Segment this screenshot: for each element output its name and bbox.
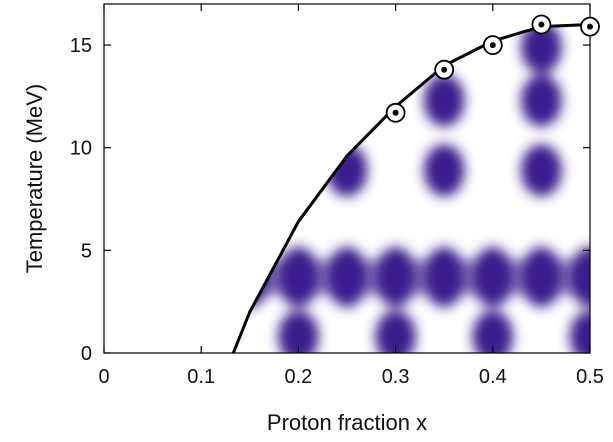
- phase-blob: [233, 247, 271, 307]
- x-tick-label: 0.1: [187, 366, 215, 388]
- data-point: [385, 102, 406, 123]
- data-point-dot: [587, 23, 593, 30]
- phase-blob: [521, 24, 562, 74]
- phase-band: [233, 259, 591, 296]
- y-tick-label: 5: [81, 240, 92, 262]
- data-point-dot: [538, 21, 545, 28]
- phase-blobs: [233, 24, 591, 353]
- phase-blob: [423, 74, 465, 127]
- data-point: [580, 16, 600, 37]
- x-tick-label: 0.4: [479, 366, 507, 388]
- data-point-dot: [441, 66, 448, 73]
- x-axis-label: Proton fraction x: [267, 410, 427, 435]
- data-point: [482, 35, 503, 55]
- x-tick-label: 0.5: [576, 366, 604, 388]
- y-tick-label: 15: [70, 35, 92, 57]
- phase-blob: [423, 144, 465, 197]
- y-axis-label: Temperature (MeV): [22, 84, 47, 274]
- data-point-dot: [489, 42, 496, 49]
- phase-blob: [521, 144, 562, 197]
- x-tick-label: 0: [98, 366, 109, 388]
- data-point: [531, 14, 552, 35]
- y-tick-label: 10: [70, 138, 92, 160]
- x-tick-label: 0.3: [382, 366, 410, 388]
- phase-blob: [375, 310, 417, 353]
- x-tick-label: 0.2: [284, 366, 312, 388]
- axis-ticks-group: 0 0.1 0.2 0.3 0.4 0.5 0 5 10 15: [70, 4, 604, 388]
- phase-blob: [472, 310, 514, 353]
- data-point: [434, 59, 455, 80]
- y-tick-label: 0: [81, 343, 92, 365]
- plot-border: [103, 3, 591, 354]
- phase-blob: [521, 74, 562, 127]
- phase-blob: [326, 144, 368, 197]
- plot-frame: [103, 3, 591, 354]
- data-points-group: [385, 14, 600, 123]
- data-point-dot: [392, 109, 399, 116]
- phase-blob: [278, 310, 319, 353]
- heatmap-region: [233, 24, 591, 353]
